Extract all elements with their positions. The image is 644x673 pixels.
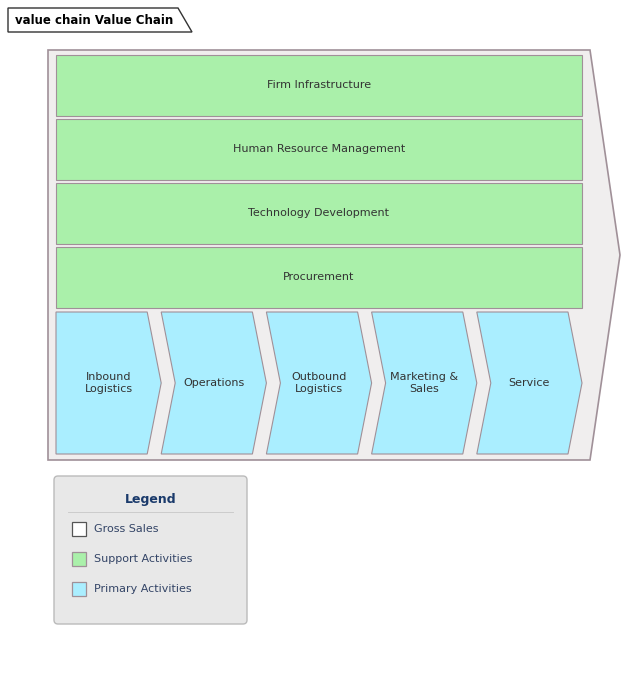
Polygon shape (161, 312, 267, 454)
Polygon shape (8, 8, 192, 32)
FancyBboxPatch shape (54, 476, 247, 624)
Text: Technology Development: Technology Development (249, 209, 390, 219)
Text: Operations: Operations (183, 378, 245, 388)
Text: Inbound
Logistics: Inbound Logistics (84, 372, 133, 394)
Text: Gross Sales: Gross Sales (94, 524, 158, 534)
Polygon shape (56, 119, 582, 180)
Bar (72, 582, 86, 596)
Polygon shape (56, 312, 161, 454)
Text: Outbound
Logistics: Outbound Logistics (291, 372, 346, 394)
Text: Primary Activities: Primary Activities (94, 584, 192, 594)
Text: Human Resource Management: Human Resource Management (233, 145, 405, 155)
Polygon shape (372, 312, 477, 454)
Polygon shape (477, 312, 582, 454)
Polygon shape (56, 183, 582, 244)
Text: Procurement: Procurement (283, 273, 355, 283)
Bar (72, 552, 86, 566)
Text: Support Activities: Support Activities (94, 554, 193, 564)
Polygon shape (48, 50, 620, 460)
Text: value chain Value Chain: value chain Value Chain (15, 13, 173, 26)
Text: Legend: Legend (125, 493, 176, 507)
Polygon shape (56, 55, 582, 116)
Polygon shape (56, 247, 582, 308)
Text: Service: Service (509, 378, 550, 388)
Text: Marketing &
Sales: Marketing & Sales (390, 372, 459, 394)
Bar (72, 522, 86, 536)
Polygon shape (267, 312, 372, 454)
Text: Firm Infrastructure: Firm Infrastructure (267, 81, 371, 90)
